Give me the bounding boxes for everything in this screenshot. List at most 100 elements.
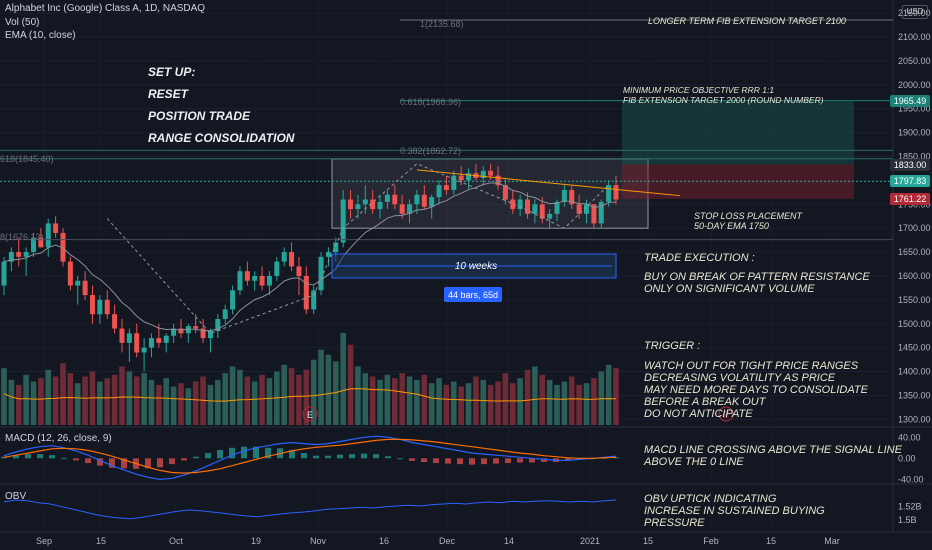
overlay-lines [0, 19, 893, 334]
note-trade-1: BUY ON BREAK OF PATTERN RESISTANCE [644, 271, 870, 283]
note-trigger-line: DO NOT ANTICIPATE [644, 408, 753, 420]
candle-body [532, 204, 538, 214]
candle-body [222, 309, 228, 319]
time-tick-label: 15 [643, 536, 653, 546]
volume-bar [539, 374, 546, 425]
macd-histogram-bar [205, 453, 211, 459]
candle-body [598, 201, 604, 224]
macd-histogram-bar [397, 458, 403, 460]
currency-label[interactable]: USD [902, 5, 928, 19]
bars-badge [444, 287, 502, 302]
volume-bar [251, 381, 258, 425]
macd-tick-label: -40.00 [898, 474, 924, 484]
macd-histogram-bar [505, 458, 511, 464]
candle-body [414, 194, 420, 205]
setup-reset: RESET [148, 87, 189, 101]
volume-bar [362, 373, 369, 425]
volume-bar [576, 384, 582, 425]
obv-tick-label: 1.5B [898, 515, 917, 525]
macd-histogram-bar [349, 454, 355, 459]
candle-body [421, 194, 427, 207]
volume-bar [15, 384, 22, 425]
volume-legend[interactable]: Vol (50) [5, 17, 40, 28]
macd-histogram-bar [361, 453, 367, 459]
candle-body [112, 314, 118, 329]
volume-bar [414, 379, 420, 425]
candle-body [451, 175, 457, 190]
volume-bar [406, 376, 413, 425]
macd-histogram-bar [253, 446, 259, 459]
note-trade-2: ONLY ON SIGNIFICANT VOLUME [644, 283, 815, 295]
candle-body [67, 261, 73, 286]
ema-legend[interactable]: EMA (10, close) [5, 30, 76, 41]
candle-body [289, 252, 295, 267]
volume-bar [222, 373, 229, 425]
note-obv-3: PRESSURE [644, 517, 705, 529]
candle-body [399, 204, 405, 214]
candle-body [355, 204, 361, 210]
earnings-marker-future[interactable] [718, 406, 734, 422]
macd-histogram-bar [61, 457, 67, 459]
volume-bar [443, 384, 450, 425]
volume-bar [591, 378, 597, 425]
note-stop-loss: STOP LOSS PLACEMENT 50-DAY EMA 1750 [694, 211, 802, 231]
obv-line [3, 499, 617, 520]
fib-label-0382: 0.382(1862.72) [400, 146, 461, 156]
macd-histogram-bar [121, 458, 127, 469]
note-macd-1: MACD LINE CROSSING ABOVE THE SIGNAL LINE [644, 444, 902, 456]
candle-body [502, 185, 508, 200]
macd-histogram-bar [301, 453, 307, 459]
candle-body [561, 189, 567, 202]
volume-bar [97, 381, 103, 425]
volume-bar [296, 374, 302, 425]
symbol-legend[interactable]: Alphabet Inc (Google) Class A, 1D, NASDA… [5, 3, 206, 14]
volume-bar [532, 366, 538, 425]
note-trigger-line: MAY NEED MORE DAYS TO CONSOLIDATE [644, 384, 868, 396]
candle-body [126, 333, 132, 343]
macd-histogram-bar [433, 458, 439, 464]
time-tick-label: Oct [169, 536, 184, 546]
price-tick-label: 1500.00 [898, 319, 931, 329]
note-trade-execution: BUY ON BREAK OF PATTERN RESISTANCE ONLY … [644, 271, 870, 295]
candle-body [569, 189, 575, 205]
macd-histogram-bar [109, 458, 115, 468]
volume-bar [185, 388, 192, 425]
macd-histogram-bar [25, 454, 31, 459]
candle-body [178, 328, 184, 334]
obv-legend[interactable]: OBV [5, 491, 27, 502]
volume-bar [318, 349, 324, 425]
note-macd-2: ABOVE THE 0 LINE [644, 456, 744, 468]
macd-legend[interactable]: MACD (12, 26, close, 9) [5, 433, 112, 444]
macd-histogram-bar [289, 449, 295, 459]
candle-body [281, 252, 287, 262]
candle-body [244, 271, 250, 281]
candle-body [480, 170, 486, 179]
candle-body [591, 204, 597, 224]
candle-body [458, 175, 464, 181]
volume-bar [333, 361, 339, 425]
candle-body [156, 338, 162, 343]
setup-range: RANGE CONSOLIDATION [148, 131, 295, 145]
volume-bar [215, 379, 221, 425]
note-macd: MACD LINE CROSSING ABOVE THE SIGNAL LINE… [644, 444, 902, 468]
volume-bar [495, 381, 501, 425]
macd-histogram-bar [385, 456, 391, 459]
volume-bar [244, 376, 251, 425]
volume-bar [38, 378, 44, 425]
resistance-trendline [416, 169, 681, 197]
earnings-marker[interactable] [302, 406, 318, 422]
time-tick-label: 14 [504, 536, 514, 546]
price-tick-label: 1300.00 [898, 414, 931, 424]
macd-histogram-bar [493, 458, 499, 464]
volume-bar [517, 378, 523, 425]
candle-body [45, 223, 51, 248]
volume-bar [428, 383, 435, 425]
volume-bar [554, 384, 560, 425]
bars-badge-label: 44 bars, 65d [448, 290, 498, 300]
volume-bar [465, 383, 472, 425]
volume-bar [399, 373, 405, 425]
candle-body [148, 338, 154, 348]
fib-label-left-1845: 618(1845.40) [0, 154, 54, 164]
volume-bar [67, 373, 74, 425]
